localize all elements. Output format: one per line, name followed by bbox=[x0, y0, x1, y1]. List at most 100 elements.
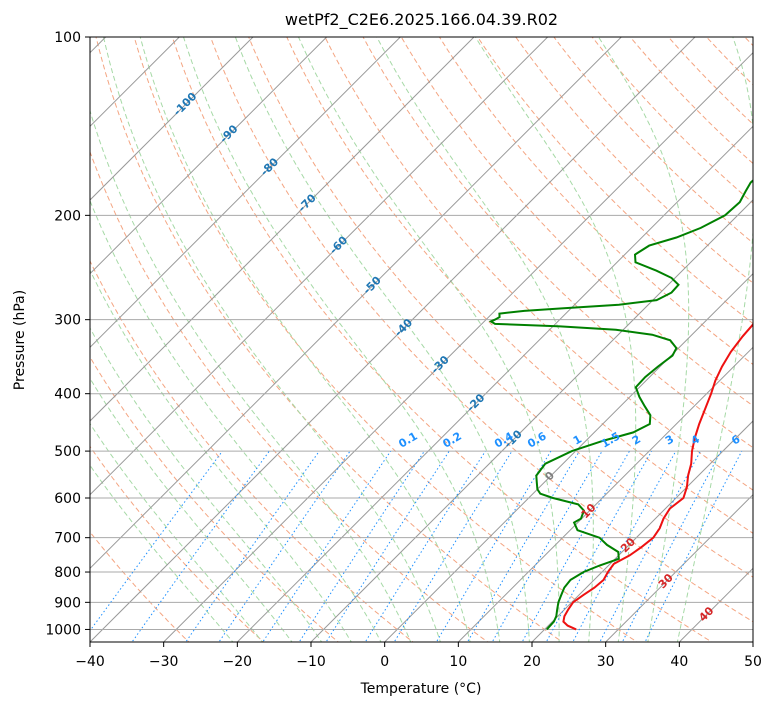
isotherm-label: 40 bbox=[696, 604, 716, 624]
x-tick-label: −30 bbox=[149, 654, 179, 670]
isotherm-line bbox=[236, 125, 753, 642]
x-tick-label: 40 bbox=[670, 654, 688, 670]
y-tick-label: 400 bbox=[54, 387, 81, 403]
isotherm-line bbox=[457, 346, 753, 642]
y-tick-label: 900 bbox=[54, 595, 81, 611]
moist-adiabat-line bbox=[474, 37, 637, 642]
isotherm-line bbox=[678, 567, 753, 642]
chart-axes: −40 −30 −20 −10 0 10 20 30 40 5010009008007006005… bbox=[45, 30, 762, 670]
mixing-ratio-line bbox=[621, 450, 722, 642]
dry-adiabat-line bbox=[667, 37, 753, 125]
mixing-ratio-label: 2 bbox=[630, 433, 643, 448]
y-tick-label: 600 bbox=[54, 491, 81, 507]
moist-adiabat-line bbox=[297, 37, 560, 642]
plot-frame bbox=[89, 36, 754, 643]
mixing-ratio-line bbox=[90, 450, 223, 632]
x-tick-label: −20 bbox=[223, 654, 253, 670]
isotherm-line bbox=[162, 51, 753, 642]
isotherm-line bbox=[90, 37, 328, 275]
isotherm-label: 0 bbox=[542, 469, 557, 484]
dry-adiabat-line bbox=[90, 259, 414, 642]
isotherm-line bbox=[90, 37, 549, 496]
isotherm-line bbox=[531, 420, 753, 642]
moist-adiabat-line bbox=[102, 37, 441, 642]
dry-adiabat-line bbox=[90, 150, 489, 642]
chart-title: wetPf2_C2E6.2025.166.04.39.R02 bbox=[284, 10, 559, 29]
moist-adiabat-line bbox=[182, 37, 501, 642]
mixing-ratio-label: 0.1 bbox=[396, 430, 419, 451]
y-tick-label: 300 bbox=[54, 313, 81, 329]
isotherm-line bbox=[383, 272, 753, 642]
dry-adiabat-line bbox=[90, 531, 190, 642]
isotherm-line bbox=[90, 37, 402, 349]
mixing-ratio-line bbox=[393, 450, 513, 642]
mixing-ratio-label: 0.2 bbox=[441, 430, 464, 451]
isotherm-line bbox=[90, 37, 181, 128]
mixing-ratio-label: 8 bbox=[755, 433, 768, 448]
dry-adiabat-line bbox=[171, 37, 713, 642]
dry-adiabat-line bbox=[744, 37, 753, 47]
mixing-ratio-line bbox=[599, 450, 701, 642]
chart-background-lines bbox=[90, 24, 775, 645]
dry-adiabat-line bbox=[90, 445, 265, 642]
mixing-ratio-line bbox=[364, 450, 486, 642]
moist-adiabat-line bbox=[234, 37, 530, 642]
mixing-ratio-label: 0.6 bbox=[525, 429, 549, 450]
isotherm-label: -80 bbox=[258, 155, 281, 178]
isotherm-line bbox=[752, 641, 753, 642]
y-tick-label: 500 bbox=[54, 444, 81, 460]
chart-profiles bbox=[488, 179, 753, 631]
y-tick-label: 200 bbox=[54, 208, 81, 224]
isotherm-line bbox=[90, 37, 475, 422]
x-tick-label: −40 bbox=[75, 654, 105, 670]
mixing-ratio-label: 1.5 bbox=[599, 430, 622, 451]
moist-adiabat-line bbox=[90, 422, 264, 642]
dry-adiabat-line bbox=[400, 37, 753, 407]
mixing-ratio-line bbox=[218, 450, 351, 642]
mixing-ratio-line bbox=[466, 450, 580, 642]
mixing-ratio-label: 3 bbox=[663, 433, 676, 448]
y-tick-label: 800 bbox=[54, 565, 81, 581]
x-tick-label: −10 bbox=[296, 654, 326, 670]
moist-adiabat-line bbox=[90, 269, 352, 642]
x-tick-label: 20 bbox=[523, 654, 541, 670]
moist-adiabat-line bbox=[90, 377, 293, 642]
dry-adiabat-line bbox=[248, 37, 753, 578]
y-tick-label: 700 bbox=[54, 531, 81, 547]
isotherm-line bbox=[604, 493, 753, 642]
y-tick-label: 1000 bbox=[45, 622, 81, 638]
isotherm-line bbox=[90, 37, 623, 570]
mixing-ratio-label: 6 bbox=[729, 432, 742, 447]
isotherm-label: -90 bbox=[217, 122, 240, 145]
x-tick-label: 10 bbox=[449, 654, 467, 670]
y-axis-label: Pressure (hPa) bbox=[12, 290, 28, 390]
y-tick-label: 100 bbox=[54, 30, 81, 46]
dry-adiabat-line bbox=[591, 37, 753, 204]
mixing-ratio-line bbox=[131, 450, 270, 642]
mixing-ratio-line bbox=[262, 450, 392, 642]
dry-adiabat-line bbox=[324, 37, 753, 491]
x-axis-label: Temperature (°C) bbox=[360, 681, 482, 697]
dry-adiabat-line bbox=[438, 37, 753, 366]
mixing-ratio-label: 4 bbox=[689, 432, 702, 447]
mixing-ratio-line bbox=[185, 450, 320, 642]
isotherm-line bbox=[310, 199, 753, 642]
moist-adiabat-line bbox=[597, 37, 690, 642]
x-tick-label: 50 bbox=[744, 654, 762, 670]
x-tick-label: 0 bbox=[380, 654, 389, 670]
isotherm-line bbox=[90, 37, 696, 642]
x-tick-label: 30 bbox=[597, 654, 615, 670]
mixing-ratio-label: 1 bbox=[571, 433, 584, 448]
mixing-ratio-line bbox=[325, 450, 450, 642]
mixing-ratio-line bbox=[644, 450, 743, 642]
temperature-profile bbox=[562, 322, 753, 631]
mixing-ratio-line bbox=[298, 450, 425, 642]
dry-adiabat-line bbox=[133, 37, 638, 642]
dry-adiabat-line bbox=[705, 37, 753, 86]
isotherm-label: -50 bbox=[361, 274, 384, 297]
dry-adiabat-line bbox=[362, 37, 753, 449]
dry-adiabat-line bbox=[770, 24, 775, 645]
moist-adiabat-line bbox=[90, 109, 412, 642]
isotherm-line bbox=[90, 37, 254, 201]
